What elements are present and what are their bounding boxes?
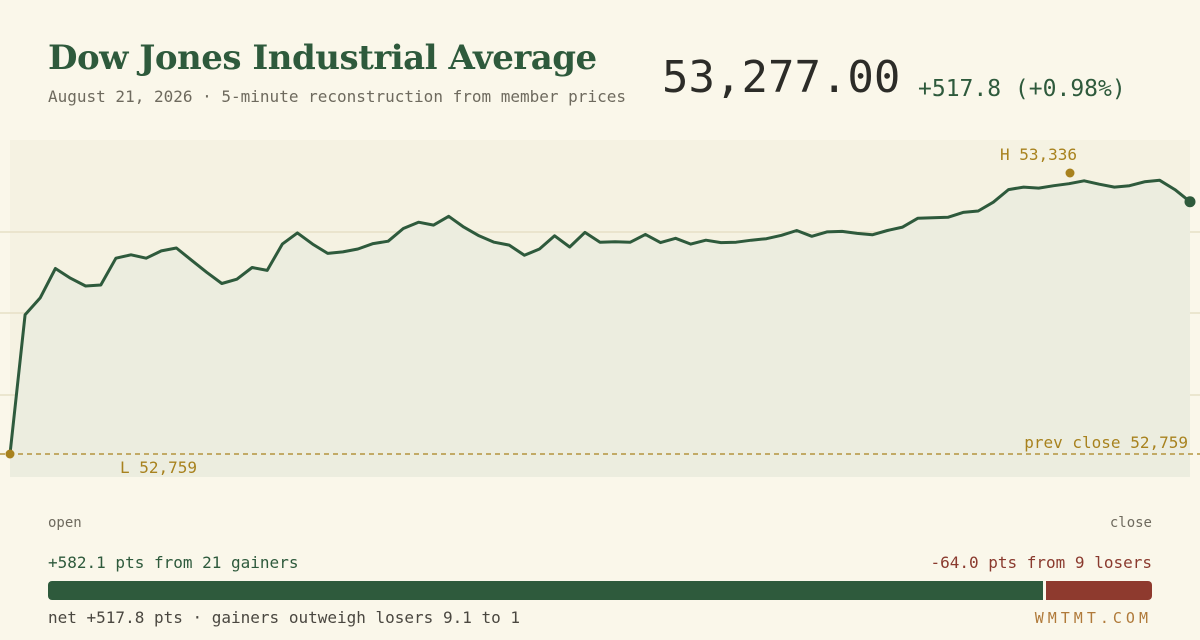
- prev-close-label: prev close 52,759: [1024, 433, 1188, 452]
- index-price: 53,277.00: [662, 52, 901, 103]
- page-title: Dow Jones Industrial Average: [48, 38, 597, 78]
- x-axis-open-label: open: [48, 515, 82, 531]
- high-marker: [1065, 168, 1075, 178]
- intraday-chart: prev close 52,759 H 53,336 L 52,759: [0, 145, 1200, 478]
- low-marker: [5, 449, 15, 459]
- net-summary: net +517.8 pts · gainers outweigh losers…: [48, 608, 521, 627]
- losers-summary: -64.0 pts from 9 losers: [930, 553, 1152, 572]
- index-change: +517.8 (+0.98%): [918, 76, 1126, 102]
- high-label: H 53,336: [1000, 145, 1077, 164]
- page-subtitle: August 21, 2026 · 5-minute reconstructio…: [48, 87, 626, 106]
- x-axis-close-label: close: [1109, 515, 1152, 531]
- breadth-bar-divider: [1042, 581, 1046, 600]
- gainers-summary: +582.1 pts from 21 gainers: [48, 553, 299, 572]
- area-fill: [10, 180, 1190, 478]
- gainers-bar-segment: [48, 581, 1043, 600]
- price-line: [8, 178, 1192, 456]
- low-label: L 52,759: [120, 458, 197, 477]
- losers-bar-segment: [1045, 581, 1152, 600]
- breadth-bar: [48, 581, 1152, 600]
- brand-label: WMTMT.COM: [1034, 609, 1152, 627]
- last-price-marker: [1184, 196, 1196, 208]
